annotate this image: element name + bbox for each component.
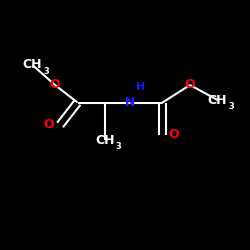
Text: O: O bbox=[185, 78, 195, 92]
Text: O: O bbox=[44, 118, 54, 132]
Text: 3: 3 bbox=[116, 142, 121, 151]
Text: O: O bbox=[50, 78, 60, 92]
Text: H: H bbox=[136, 82, 145, 92]
Text: CH: CH bbox=[95, 134, 115, 146]
Text: 3: 3 bbox=[228, 102, 234, 111]
Text: O: O bbox=[168, 128, 179, 141]
Text: CH: CH bbox=[23, 58, 42, 71]
Text: CH: CH bbox=[208, 94, 227, 106]
Text: N: N bbox=[124, 96, 135, 109]
Text: 3: 3 bbox=[44, 67, 49, 76]
